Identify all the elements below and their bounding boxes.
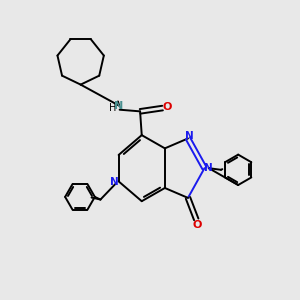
Text: O: O — [193, 220, 202, 230]
Text: N: N — [114, 101, 123, 111]
Text: O: O — [163, 102, 172, 112]
Text: N: N — [204, 163, 213, 172]
Text: H: H — [109, 103, 116, 113]
Text: N: N — [110, 177, 119, 187]
Text: N: N — [184, 131, 193, 142]
